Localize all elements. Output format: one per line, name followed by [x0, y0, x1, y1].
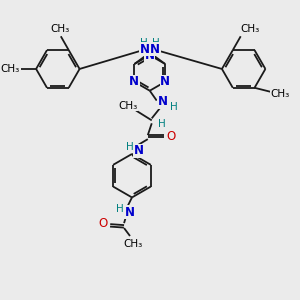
- Text: H: H: [158, 119, 166, 129]
- Text: N: N: [160, 75, 170, 88]
- Text: H: H: [152, 38, 160, 48]
- Text: O: O: [166, 130, 175, 143]
- Text: CH₃: CH₃: [118, 100, 138, 110]
- Text: N: N: [134, 145, 144, 158]
- Text: CH₃: CH₃: [50, 24, 69, 34]
- Text: N: N: [145, 49, 155, 62]
- Text: H: H: [140, 38, 147, 48]
- Text: H: H: [169, 101, 177, 112]
- Text: N: N: [129, 75, 140, 88]
- Text: N: N: [158, 95, 168, 108]
- Text: N: N: [125, 206, 135, 219]
- Text: CH₃: CH₃: [123, 239, 142, 249]
- Text: N: N: [140, 43, 149, 56]
- Text: N: N: [150, 43, 160, 56]
- Text: O: O: [99, 217, 108, 230]
- Text: CH₃: CH₃: [240, 24, 259, 34]
- Text: H: H: [126, 142, 134, 152]
- Text: CH₃: CH₃: [271, 89, 290, 99]
- Text: CH₃: CH₃: [1, 64, 20, 74]
- Text: H: H: [116, 204, 124, 214]
